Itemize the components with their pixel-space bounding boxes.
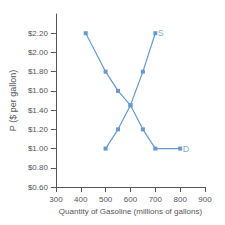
svg-text:700: 700	[149, 195, 163, 204]
svg-text:$0.80: $0.80	[28, 163, 49, 172]
svg-text:$0.60: $0.60	[28, 183, 49, 192]
svg-text:$1.60: $1.60	[28, 86, 49, 95]
svg-text:S: S	[158, 28, 164, 38]
svg-text:$1.20: $1.20	[28, 125, 49, 134]
svg-text:$1.40: $1.40	[28, 106, 49, 115]
svg-text:$2.20: $2.20	[28, 29, 49, 38]
svg-text:$1.80: $1.80	[28, 67, 49, 76]
svg-text:800: 800	[173, 195, 187, 204]
svg-text:D: D	[183, 144, 190, 154]
svg-text:400: 400	[74, 195, 88, 204]
svg-text:600: 600	[124, 195, 138, 204]
svg-text:P ($ per gallon): P ($ per gallon)	[8, 70, 18, 131]
svg-text:500: 500	[99, 195, 113, 204]
svg-text:300: 300	[49, 195, 63, 204]
svg-text:$2.00: $2.00	[28, 48, 49, 57]
svg-text:Quantity of Gasoline (millions: Quantity of Gasoline (millions of gallon…	[59, 207, 203, 216]
svg-text:900: 900	[198, 195, 212, 204]
svg-text:$1.00: $1.00	[28, 144, 49, 153]
